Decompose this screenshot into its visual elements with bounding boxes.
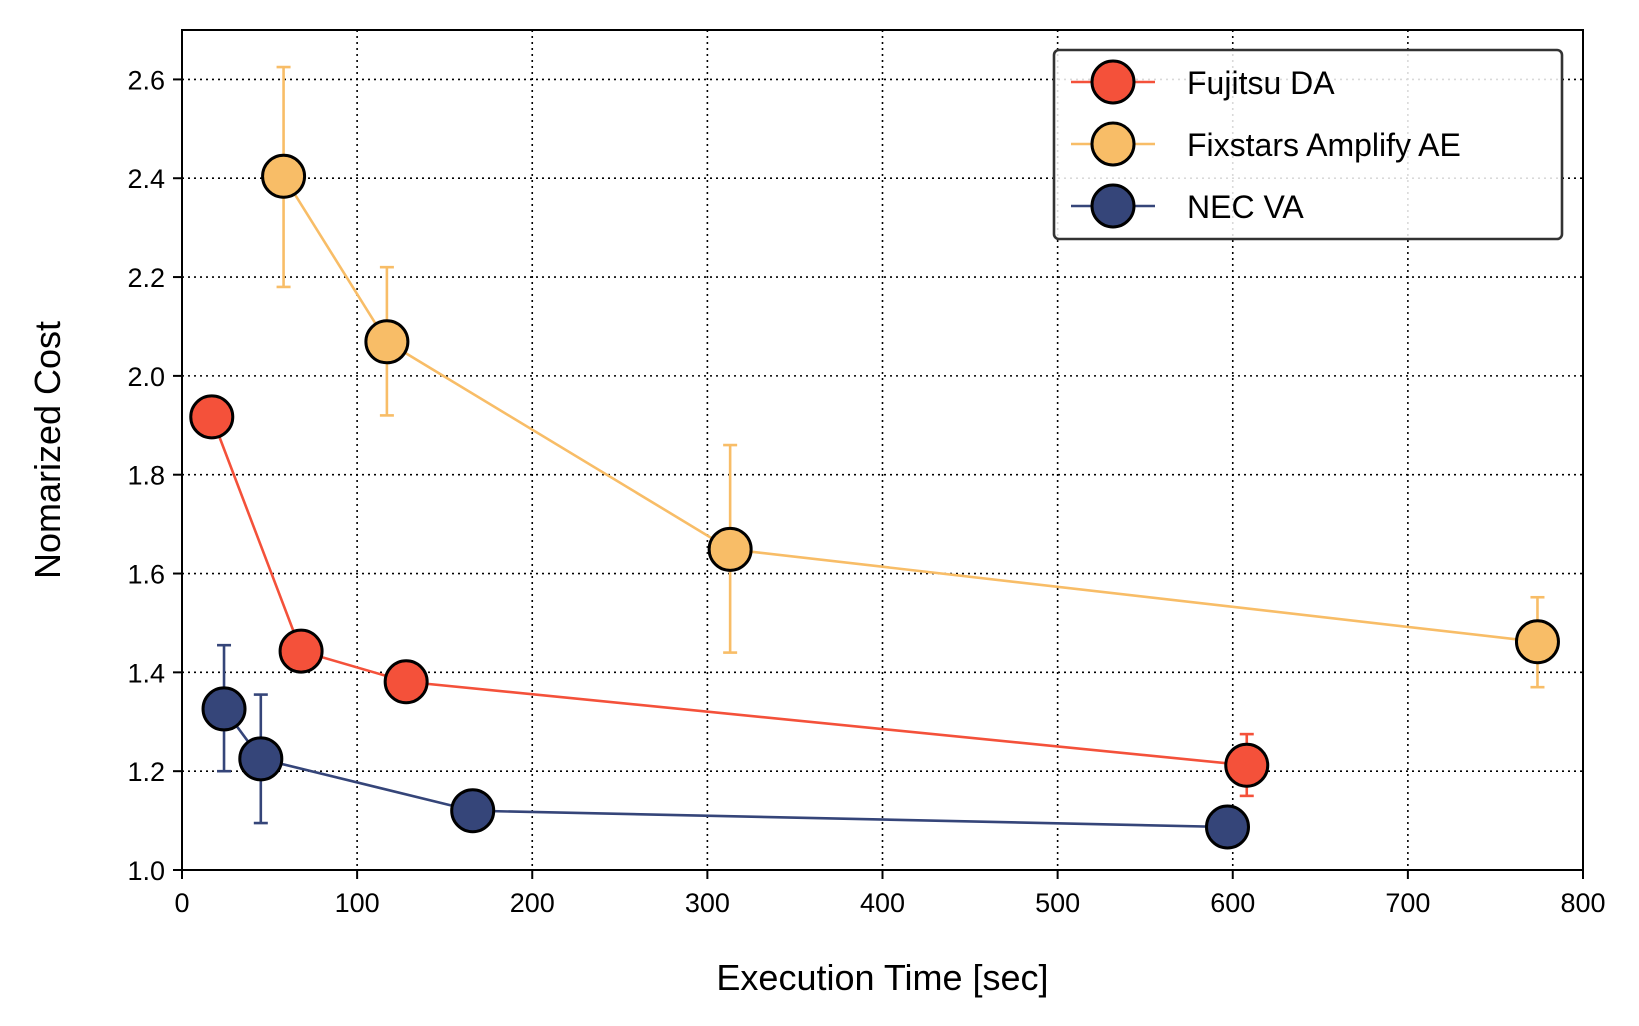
series-layer (189, 65, 1560, 850)
legend-label: Fujitsu DA (1187, 65, 1335, 101)
series-line (210, 416, 1247, 767)
y-tick-label: 2.6 (127, 65, 165, 95)
y-tick-label: 1.4 (127, 658, 165, 688)
y-tick-label: 1.0 (127, 856, 165, 886)
series-0 (189, 394, 1270, 798)
legend-item-0: Fujitsu DA (1071, 59, 1335, 105)
data-point (707, 526, 753, 572)
legend-label: NEC VA (1187, 189, 1304, 225)
series-1 (261, 65, 1560, 689)
y-tick-label: 1.8 (127, 461, 165, 491)
data-point (1204, 804, 1250, 850)
y-tick-label: 2.4 (127, 164, 165, 194)
data-point (261, 153, 307, 199)
data-point (278, 628, 324, 674)
data-point (201, 686, 247, 732)
x-axis: 0 100 200 300 400 500 600 700 800 (174, 870, 1606, 918)
data-point (364, 319, 410, 365)
x-tick-label: 0 (174, 888, 189, 918)
legend-item-1: Fixstars Amplify AE (1071, 121, 1461, 167)
legend-label: Fixstars Amplify AE (1187, 127, 1461, 163)
x-tick-label: 400 (860, 888, 905, 918)
y-tick-label: 2.2 (127, 263, 165, 293)
y-tick-label: 2.0 (127, 362, 165, 392)
series-line (282, 175, 1538, 644)
data-point (189, 394, 235, 440)
x-tick-label: 600 (1210, 888, 1255, 918)
legend-marker (1090, 183, 1136, 229)
data-point (238, 736, 284, 782)
y-axis-title: Nomarized Cost (27, 321, 68, 579)
data-point (383, 659, 429, 705)
x-tick-label: 100 (335, 888, 380, 918)
data-point (450, 788, 496, 834)
x-tick-label: 800 (1560, 888, 1605, 918)
x-axis-title: Execution Time [sec] (716, 957, 1048, 998)
x-tick-label: 700 (1385, 888, 1430, 918)
x-tick-label: 200 (510, 888, 555, 918)
y-axis: 1.0 1.2 1.4 1.6 1.8 2.0 2.2 2.4 2.6 (127, 65, 182, 886)
legend-marker (1090, 121, 1136, 167)
y-tick-label: 1.2 (127, 757, 165, 787)
series-line (222, 708, 1228, 829)
legend-marker (1090, 59, 1136, 105)
series-2 (201, 643, 1250, 850)
legend-box (1052, 48, 1564, 241)
legend: Fujitsu DA Fixstars Amplify AE NEC VA (1052, 48, 1564, 241)
x-tick-label: 300 (685, 888, 730, 918)
data-point (1514, 619, 1560, 665)
data-point (1224, 742, 1270, 788)
y-tick-label: 1.6 (127, 560, 165, 590)
x-tick-label: 500 (1035, 888, 1080, 918)
legend-item-2: NEC VA (1071, 183, 1304, 229)
